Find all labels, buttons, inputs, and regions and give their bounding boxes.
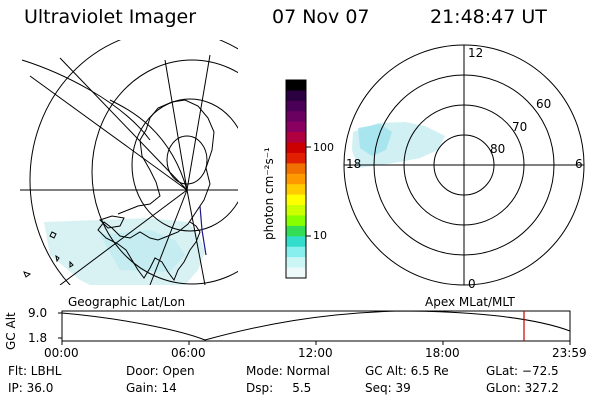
status-gc-alt: GC Alt: 6.5 Re <box>365 364 449 378</box>
status-door: Door: Open <box>126 364 195 378</box>
mlat-label-70: 70 <box>512 120 528 134</box>
colorbar-swatch <box>286 194 306 206</box>
status-gain: Gain: 14 <box>126 381 177 395</box>
colorbar-swatch <box>286 100 306 112</box>
mlt-label-18: 18 <box>346 157 362 171</box>
orbit-timeline <box>58 310 571 345</box>
timeline-y-tick-low: 1.8 <box>28 331 48 345</box>
mlat-label-80: 80 <box>490 142 506 156</box>
colorbar-swatch <box>286 215 306 227</box>
status-glat: GLat: −72.5 <box>486 364 559 378</box>
colorbar-swatch <box>286 152 306 164</box>
colorbar-swatch <box>286 236 306 248</box>
colorbar-swatch <box>286 80 306 91</box>
timeline-y-axis-label: GC Alt <box>4 312 18 350</box>
left-panel-caption: Geographic Lat/Lon <box>68 295 186 309</box>
date-display: 07 Nov 07 <box>272 6 370 28</box>
status-filter: Flt: LBHL <box>8 364 62 378</box>
colorbar-swatch <box>286 246 306 258</box>
colorbar-swatch <box>286 90 306 102</box>
colorbar-swatch <box>286 163 306 175</box>
timeline-y-tick-high: 9.0 <box>28 306 48 320</box>
colorbar-swatch <box>286 267 306 279</box>
polar-plot <box>343 44 585 286</box>
colorbar-swatch <box>286 111 306 123</box>
status-mode: Mode: Normal <box>246 364 330 378</box>
timeline-x-tick-1800: 18:00 <box>425 346 460 360</box>
status-dsp: Dsp: 5.5 <box>246 381 312 395</box>
app-title: Ultraviolet Imager <box>24 6 197 28</box>
colorbar-tick-10: 10 <box>313 229 327 242</box>
mlat-label-60: 60 <box>536 97 552 111</box>
colorbar-swatch <box>286 184 306 196</box>
time-display: 21:48:47 UT <box>430 6 547 28</box>
colorbar-swatch <box>286 121 306 133</box>
colorbar-swatch <box>286 225 306 237</box>
colorbar-swatch <box>286 205 306 216</box>
colorbar-swatch <box>286 173 306 185</box>
antarctica-coastline <box>97 99 215 282</box>
right-panel-caption: Apex MLat/MLT <box>425 295 515 309</box>
colorbar-swatch <box>286 257 306 269</box>
colorbar-unit-label: photon cm⁻²s⁻¹ <box>262 147 276 240</box>
timeline-x-tick-0600: 06:00 <box>171 346 206 360</box>
colorbar-swatch <box>286 142 306 154</box>
geographic-map <box>20 40 238 285</box>
mlt-label-6: 6 <box>575 157 583 171</box>
mlt-label-0: 0 <box>468 277 476 291</box>
timeline-x-tick-1200: 12:00 <box>298 346 333 360</box>
timeline-x-tick-0000: 00:00 <box>44 346 79 360</box>
status-seq: Seq: 39 <box>365 381 411 395</box>
status-glon: GLon: 327.2 <box>486 381 559 395</box>
colorbar <box>286 80 306 279</box>
mlt-label-12: 12 <box>468 46 484 60</box>
status-ip: IP: 36.0 <box>8 381 54 395</box>
timeline-x-tick-2359: 23:59 <box>552 346 587 360</box>
colorbar-swatch <box>286 132 306 144</box>
orbit-altitude-curve <box>61 310 571 341</box>
colorbar-tick-100: 100 <box>313 141 334 154</box>
